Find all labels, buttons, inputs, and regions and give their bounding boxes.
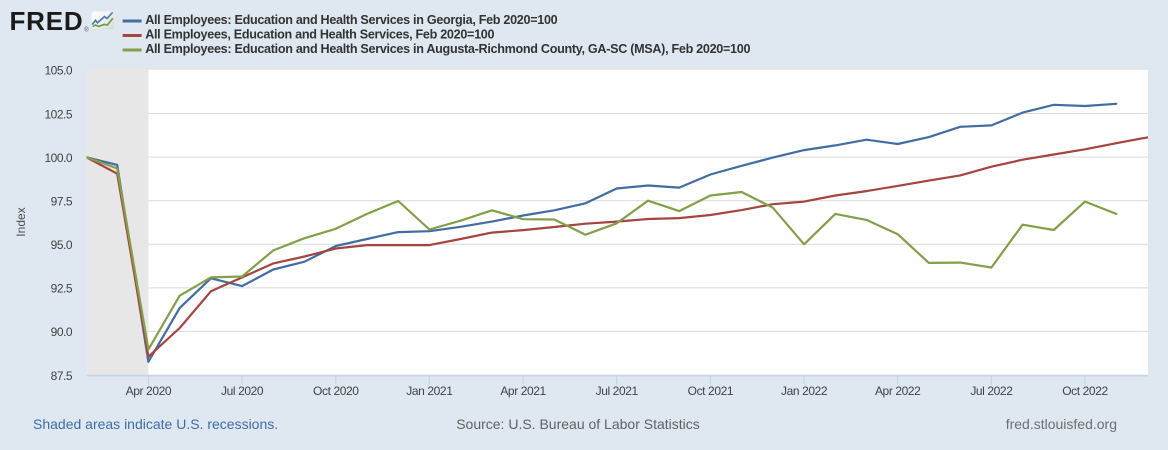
svg-text:Shaded areas indicate U.S. rec: Shaded areas indicate U.S. recessions. — [33, 416, 278, 432]
svg-text:Oct 2020: Oct 2020 — [313, 384, 359, 398]
svg-text:Jan 2022: Jan 2022 — [781, 384, 828, 398]
svg-text:FRED: FRED — [10, 6, 84, 36]
svg-text:Jan 2021: Jan 2021 — [406, 384, 453, 398]
svg-text:97.5: 97.5 — [51, 195, 73, 209]
svg-text:Jul 2020: Jul 2020 — [221, 384, 264, 398]
svg-text:92.5: 92.5 — [51, 282, 73, 296]
svg-text:Jul 2021: Jul 2021 — [596, 384, 639, 398]
svg-text:Apr 2020: Apr 2020 — [126, 384, 172, 398]
svg-text:Jul 2022: Jul 2022 — [970, 384, 1013, 398]
svg-text:Apr 2021: Apr 2021 — [500, 384, 546, 398]
svg-text:105.0: 105.0 — [44, 64, 72, 78]
svg-text:Apr 2022: Apr 2022 — [875, 384, 921, 398]
svg-text:fred.stlouisfed.org: fred.stlouisfed.org — [1006, 416, 1117, 432]
svg-text:All Employees: Education and H: All Employees: Education and Health Serv… — [145, 42, 750, 56]
svg-text:102.5: 102.5 — [44, 107, 72, 121]
svg-text:90.0: 90.0 — [51, 325, 73, 339]
svg-text:87.5: 87.5 — [51, 369, 73, 383]
svg-text:®: ® — [84, 26, 89, 33]
svg-text:All Employees, Education and H: All Employees, Education and Health Serv… — [145, 28, 494, 42]
svg-text:100.0: 100.0 — [44, 151, 72, 165]
svg-text:All Employees: Education and H: All Employees: Education and Health Serv… — [145, 13, 557, 27]
svg-text:Index: Index — [14, 207, 28, 236]
svg-text:95.0: 95.0 — [51, 238, 73, 252]
svg-text:Source: U.S. Bureau of Labor S: Source: U.S. Bureau of Labor Statistics — [456, 416, 700, 432]
svg-text:Oct 2022: Oct 2022 — [1062, 384, 1108, 398]
svg-text:Oct 2021: Oct 2021 — [688, 384, 734, 398]
